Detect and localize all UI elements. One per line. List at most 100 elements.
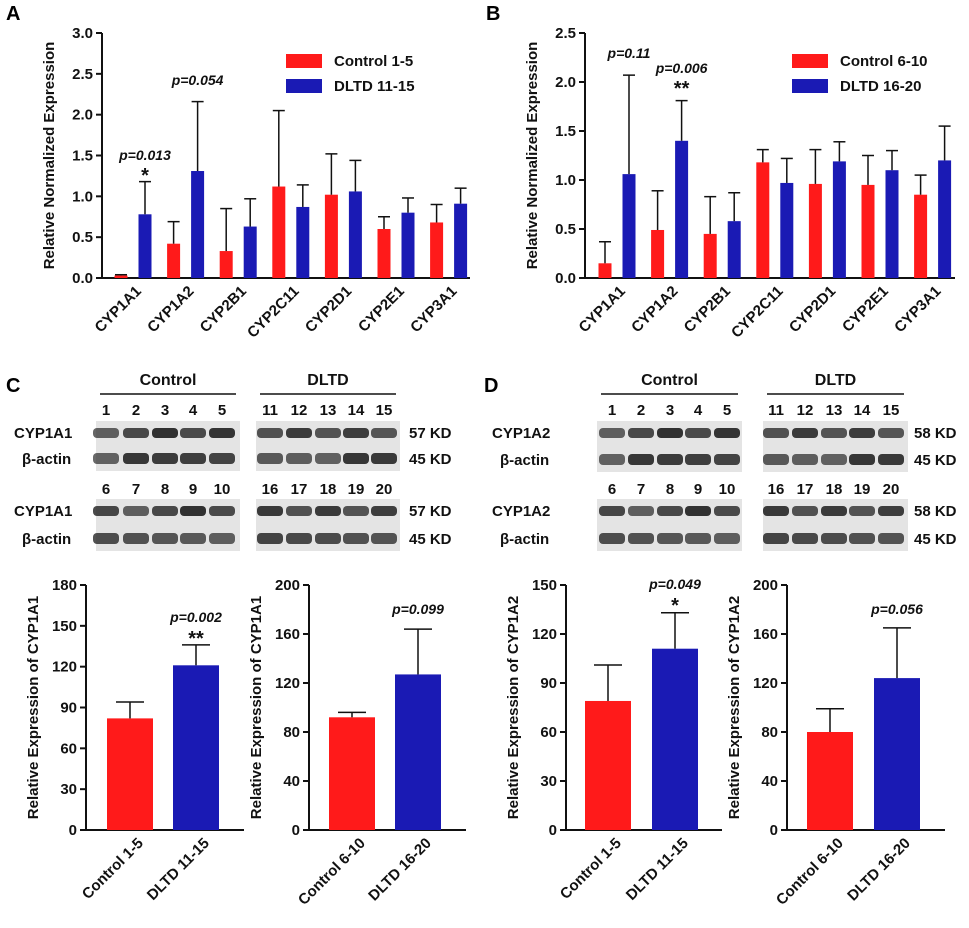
target-band <box>714 506 740 516</box>
y-axis-title: Relative Expression of CYP1A2 <box>726 596 743 819</box>
x-category-label: CYP2E1 <box>355 283 408 336</box>
bar-dltd <box>874 678 920 830</box>
target-protein-label: CYP1A1 <box>14 503 72 520</box>
actin-band <box>685 533 711 544</box>
actin-band <box>93 453 119 464</box>
target-band <box>286 506 312 516</box>
bar-control-cyp1a2 <box>651 229 665 278</box>
y-tick-label: 120 <box>52 659 77 676</box>
legend-label-0: Control 6-10 <box>840 53 928 70</box>
chart-d1: 0 30 60 90 120 150 Relative Expression of CYP1… <box>505 576 722 904</box>
lane-number: 12 <box>797 402 814 419</box>
bar-control-cyp1a1 <box>114 275 128 278</box>
x-category-label: CYP2B1 <box>681 283 734 336</box>
target-band <box>257 506 283 516</box>
target-kd-label: 58 KD <box>914 425 957 442</box>
y-tick-label: 2.0 <box>555 74 576 91</box>
legend-label-0: Control 1-5 <box>334 53 413 70</box>
actin-band <box>657 533 683 544</box>
chart-c1: 0 30 60 90 120 150 180 Relative Expression of C… <box>25 577 244 904</box>
significance-stars: ** <box>188 628 204 650</box>
y-tick-label: 60 <box>60 740 77 757</box>
bar-control-cyp2b1 <box>219 251 233 278</box>
lane-number: 1 <box>102 402 110 419</box>
bar-dltd-cyp3a1 <box>938 160 952 278</box>
actin-band <box>371 453 397 464</box>
target-band <box>763 428 789 438</box>
actin-band <box>792 533 818 544</box>
y-tick-label: 90 <box>60 700 77 717</box>
lane-number: 2 <box>637 402 645 419</box>
target-band <box>93 428 119 438</box>
bar-control <box>107 718 153 830</box>
y-axis-title: Relative Normalized Expression <box>41 42 58 270</box>
legend-swatch-1 <box>792 79 828 93</box>
bar-control <box>585 700 631 830</box>
x-category-label: DLTD 16-20 <box>365 835 435 905</box>
actin-band <box>152 533 178 544</box>
bar-control-cyp2d1 <box>324 194 338 278</box>
bar-dltd-cyp1a1 <box>622 174 636 278</box>
bar-control-cyp2d1 <box>808 183 822 278</box>
actin-band <box>763 533 789 544</box>
lane-number: 6 <box>608 481 616 498</box>
target-band <box>371 428 397 438</box>
lane-number: 4 <box>694 402 703 419</box>
target-kd-label: 57 KD <box>409 425 452 442</box>
legend-label-1: DLTD 11-15 <box>334 78 415 95</box>
p-value-annotation: p=0.099 <box>391 601 444 617</box>
x-category-label: DLTD 11-15 <box>144 835 213 904</box>
bar-control <box>329 717 375 830</box>
lane-number: 16 <box>262 481 279 498</box>
actin-band <box>628 533 654 544</box>
target-band <box>599 428 625 438</box>
y-tick-label: 180 <box>52 577 77 594</box>
x-category-label: CYP1A2 <box>144 283 197 336</box>
y-tick-label: 150 <box>52 618 77 635</box>
y-tick-label: 3.0 <box>72 25 93 42</box>
actin-band <box>343 533 369 544</box>
x-category-label: CYP2C11 <box>244 283 303 342</box>
actin-band <box>209 453 235 464</box>
target-band <box>152 428 178 438</box>
target-band <box>878 506 904 516</box>
target-band <box>878 428 904 438</box>
y-tick-label: 200 <box>275 577 300 594</box>
lane-number: 8 <box>666 481 674 498</box>
legend: Control 1-5 DLTD 11-15 <box>286 53 415 95</box>
y-tick-label: 1.0 <box>72 188 93 205</box>
target-band <box>628 428 654 438</box>
target-band <box>123 506 149 516</box>
lane-number: 16 <box>768 481 785 498</box>
lane-number: 15 <box>883 402 900 419</box>
lane-number: 12 <box>291 402 308 419</box>
lane-number: 2 <box>132 402 140 419</box>
lane-number: 8 <box>161 481 169 498</box>
actin-band <box>343 453 369 464</box>
lane-number: 1 <box>608 402 616 419</box>
group-label-dltd: DLTD <box>815 372 856 389</box>
bar-dltd-cyp3a1 <box>454 203 468 278</box>
y-tick-label: 0.5 <box>72 229 93 246</box>
p-value-annotation: p=0.049 <box>648 576 701 592</box>
significance-stars: * <box>141 165 149 187</box>
y-tick-label: 120 <box>753 675 778 692</box>
target-band <box>315 428 341 438</box>
bar-dltd-cyp1a2 <box>191 171 205 278</box>
y-tick-label: 1.0 <box>555 172 576 189</box>
panel-letter-a: A <box>6 3 20 25</box>
target-band <box>849 428 875 438</box>
target-band <box>209 428 235 438</box>
actin-band <box>849 454 875 465</box>
group-label-dltd: DLTD <box>307 372 348 389</box>
bar-dltd <box>652 648 698 830</box>
legend-swatch-1 <box>286 79 322 93</box>
x-category-label: CYP2D1 <box>786 283 839 336</box>
actin-band <box>599 454 625 465</box>
actin-band <box>286 533 312 544</box>
target-band <box>821 506 847 516</box>
x-category-label: CYP3A1 <box>407 283 460 336</box>
